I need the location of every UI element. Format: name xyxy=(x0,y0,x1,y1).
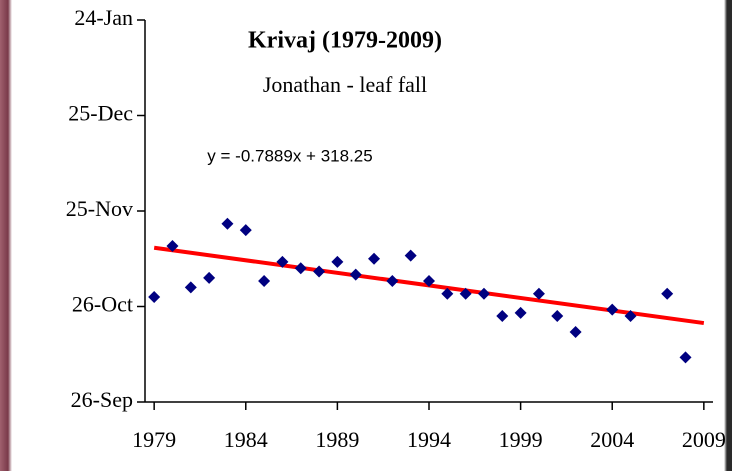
data-point xyxy=(569,325,582,338)
chart-title: Krivaj (1979-2009) xyxy=(248,28,442,54)
y-tick-label: 26-Oct xyxy=(72,292,133,317)
data-point xyxy=(404,249,417,262)
data-point xyxy=(313,265,326,278)
data-point xyxy=(148,290,161,303)
data-point xyxy=(606,303,619,316)
y-tick-label: 24-Jan xyxy=(74,5,133,30)
data-point xyxy=(661,287,674,300)
data-point xyxy=(349,268,362,281)
y-tick-label: 25-Nov xyxy=(66,196,133,221)
data-point xyxy=(441,287,454,300)
data-point xyxy=(532,287,545,300)
x-tick-label: 1979 xyxy=(132,427,176,452)
data-point xyxy=(496,310,509,323)
y-tick-label: 26-Sep xyxy=(71,387,133,412)
data-point xyxy=(239,224,252,237)
x-tick-label: 1994 xyxy=(407,427,451,452)
x-tick-label: 1999 xyxy=(499,427,543,452)
y-tick-label: 25-Dec xyxy=(68,101,133,126)
data-point xyxy=(258,275,271,288)
data-point xyxy=(368,252,381,265)
data-point xyxy=(294,262,307,275)
x-tick-label: 2009 xyxy=(682,427,726,452)
data-point xyxy=(221,217,234,230)
trend-equation: y = -0.7889x + 318.25 xyxy=(207,146,372,165)
data-point xyxy=(624,310,637,323)
data-point xyxy=(459,287,472,300)
data-point xyxy=(203,271,216,284)
data-point xyxy=(551,310,564,323)
data-point xyxy=(166,240,179,253)
x-tick-label: 2004 xyxy=(590,427,634,452)
data-point xyxy=(679,351,692,364)
data-point xyxy=(184,281,197,294)
chart-subtitle: Jonathan - leaf fall xyxy=(263,72,427,97)
data-point xyxy=(276,255,289,268)
data-point xyxy=(386,275,399,288)
data-point xyxy=(331,255,344,268)
x-tick-label: 1984 xyxy=(224,427,268,452)
data-point xyxy=(477,287,490,300)
x-tick-label: 1989 xyxy=(315,427,359,452)
data-point xyxy=(423,275,435,288)
data-point xyxy=(514,306,527,319)
